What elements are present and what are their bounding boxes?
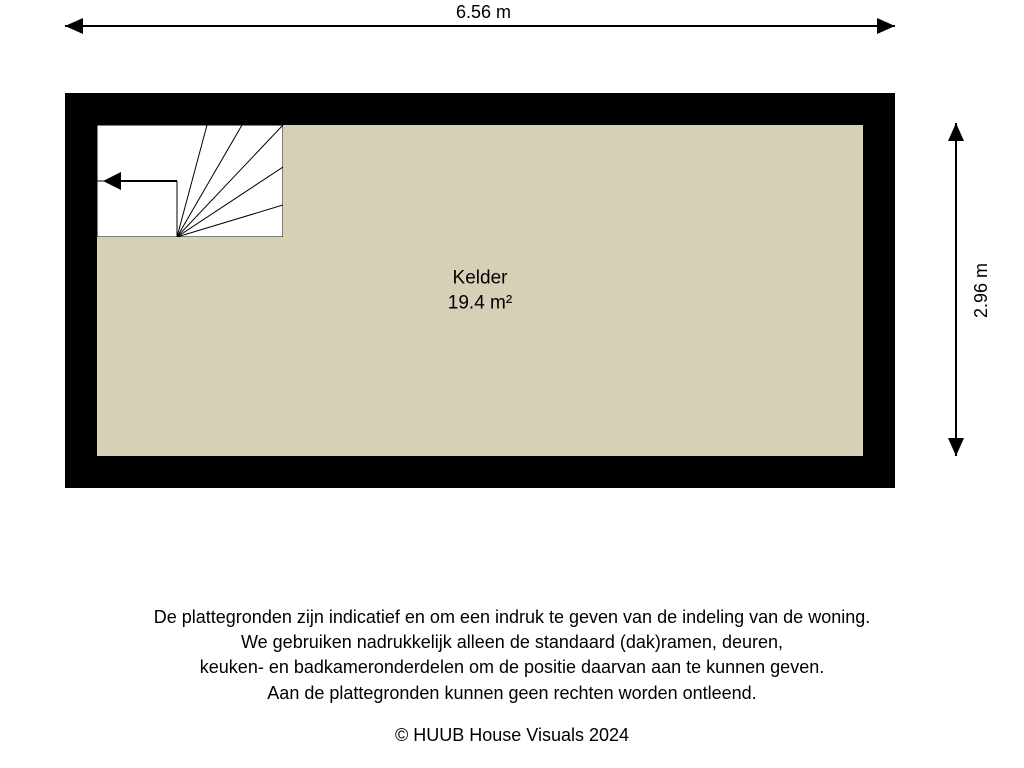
disclaimer-line-4: Aan de plattegronden kunnen geen rechten… — [0, 681, 1024, 706]
dim-height-arrow-bottom — [948, 438, 964, 456]
room-label: Kelder 19.4 m² — [448, 265, 512, 316]
room-name: Kelder — [448, 265, 512, 291]
dim-width-label: 6.56 m — [450, 2, 517, 23]
stairs-icon — [97, 125, 283, 237]
disclaimer-line-1: De plattegronden zijn indicatief en om e… — [0, 605, 1024, 630]
stairs — [97, 125, 283, 237]
dim-height-label: 2.96 m — [971, 257, 992, 324]
dim-height-arrow-top — [948, 123, 964, 141]
plan-floor: Kelder 19.4 m² — [97, 125, 863, 456]
dim-width-arrow-right — [877, 18, 895, 34]
dim-height-line — [955, 123, 957, 456]
disclaimer-text: De plattegronden zijn indicatief en om e… — [0, 605, 1024, 706]
dim-width-line — [65, 25, 895, 27]
floorplan-canvas: 6.56 m 2.96 m — [0, 0, 1024, 768]
copyright-text: © HUUB House Visuals 2024 — [0, 725, 1024, 746]
room-area: 19.4 m² — [448, 291, 512, 317]
disclaimer-line-2: We gebruiken nadrukkelijk alleen de stan… — [0, 630, 1024, 655]
plan-walls: Kelder 19.4 m² — [65, 93, 895, 488]
disclaimer-line-3: keuken- en badkameronderdelen om de posi… — [0, 655, 1024, 680]
dim-width-arrow-left — [65, 18, 83, 34]
